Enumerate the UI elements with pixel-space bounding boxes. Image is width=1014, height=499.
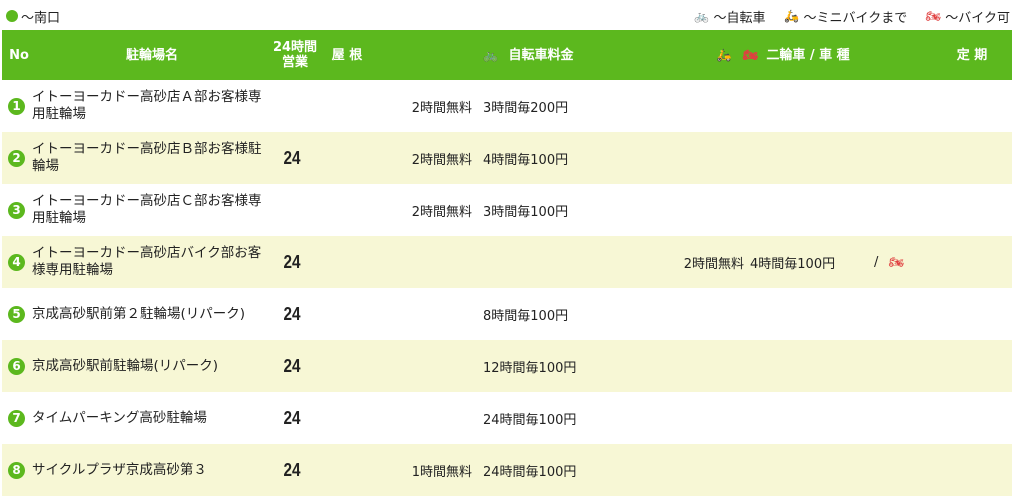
motorbike-free-time: [652, 288, 744, 340]
motorbike-free-time: [652, 444, 744, 496]
legend-bicycle: ～自転車: [713, 10, 766, 26]
table-row: 8 サイクルプラザ京成高砂第３ 24 1時間無料 24時間毎100円: [2, 444, 1012, 496]
motorbike-rate: [750, 288, 860, 340]
motorbike-rate: [750, 184, 860, 236]
parking-name[interactable]: イトーヨーカドー高砂店Ｃ部お客様専用駐輪場: [32, 193, 262, 226]
motorbike-type: / 🏍: [874, 236, 934, 288]
row-number: 8: [8, 444, 28, 496]
bicycle-rate: 12時間毎100円: [483, 360, 577, 376]
bicycle-free-time: 1時間無料: [411, 464, 472, 480]
motorbike-rate: [750, 80, 860, 132]
open-24h: [275, 80, 309, 132]
legend-motorcycle: ～バイク可: [945, 10, 1010, 26]
motorbike-free-time: [652, 392, 744, 444]
motorbike-type: [874, 80, 934, 132]
motorbike-free-time: [652, 340, 744, 392]
row-number: 4: [8, 236, 28, 288]
top-bar: ～南口 🚲 ～自転車 🛵 ～ミニバイクまで 🏍 ～バイク可: [6, 6, 1010, 26]
motorbike-type: [874, 132, 934, 184]
motorbike-rate: [750, 340, 860, 392]
motorbike-rate: [750, 132, 860, 184]
bicycle-rate: 3時間毎200円: [483, 100, 569, 116]
motorbike-rate: 4時間毎100円: [750, 256, 836, 272]
header-pass: 定 期: [956, 47, 988, 63]
bicycle-icon: 🚲: [483, 48, 498, 62]
bicycle-free-time: [382, 392, 472, 444]
bicycle-rate: 8時間毎100円: [483, 308, 569, 324]
bicycle-rate: [483, 236, 623, 288]
parking-name[interactable]: イトーヨーカドー高砂店Ａ部お客様専用駐輪場: [32, 89, 262, 122]
open-24h: 24: [283, 459, 301, 480]
header-roof: 屋 根: [331, 47, 363, 63]
motorbike-type: [874, 340, 934, 392]
motorbike-type: [874, 288, 934, 340]
bicycle-free-time: [382, 236, 472, 288]
motorbike-free-time: [652, 132, 744, 184]
header-24h: 24時間 営業: [272, 40, 318, 70]
motorbike-type: [874, 444, 934, 496]
bicycle-free-time: 2時間無料: [411, 204, 472, 220]
open-24h: 24: [283, 147, 301, 168]
bicycle-free-time: [382, 288, 472, 340]
motorbike-free-time: 2時間無料: [683, 256, 744, 272]
row-number: 1: [8, 80, 28, 132]
motorbike-type: [874, 392, 934, 444]
table-row: 7 タイムパーキング高砂駐輪場 24 24時間毎100円: [2, 392, 1012, 444]
header-bicycle-fee: 🚲 自転車料金: [457, 30, 597, 80]
parking-name[interactable]: サイクルプラザ京成高砂第３: [32, 461, 207, 478]
motorcycle-icon: 🏍: [888, 255, 904, 269]
bicycle-free-time: 2時間無料: [411, 152, 472, 168]
row-number: 6: [8, 340, 28, 392]
area-dot-icon: [6, 10, 18, 22]
scooter-icon: 🛵: [784, 9, 799, 23]
legend: 🚲 ～自転車 🛵 ～ミニバイクまで 🏍 ～バイク可: [679, 7, 1010, 26]
row-number: 7: [8, 392, 28, 444]
bicycle-rate: 24時間毎100円: [483, 412, 577, 428]
bicycle-rate: 4時間毎100円: [483, 152, 569, 168]
open-24h: 24: [283, 355, 301, 376]
bicycle-rate: 3時間毎100円: [483, 204, 569, 220]
parking-name[interactable]: イトーヨーカドー高砂店Ｂ部お客様駐輪場: [32, 141, 262, 174]
motorbike-type: [874, 184, 934, 236]
motorcycle-icon: 🏍: [925, 9, 941, 23]
open-24h: 24: [283, 251, 301, 272]
open-24h: 24: [283, 303, 301, 324]
motorbike-rate: [750, 392, 860, 444]
motorbike-free-time: [652, 80, 744, 132]
table-header: No 駐輪場名 24時間 営業 屋 根 🚲 自転車料金 🛵 🏍 二輪車 / 車 種 定 …: [2, 30, 1012, 80]
parking-name[interactable]: タイムパーキング高砂駐輪場: [32, 409, 207, 426]
table-row: 5 京成高砂駅前第２駐輪場(リパーク) 24 8時間毎100円: [2, 288, 1012, 340]
parking-name[interactable]: 京成高砂駅前第２駐輪場(リパーク): [32, 305, 246, 322]
table-row: 3 イトーヨーカドー高砂店Ｃ部お客様専用駐輪場 2時間無料 3時間毎100円: [2, 184, 1012, 236]
row-number: 2: [8, 132, 28, 184]
area-label: ～南口: [21, 10, 61, 26]
motorcycle-icon: 🏍: [742, 48, 758, 62]
open-24h: [275, 184, 309, 236]
bicycle-free-time: 2時間無料: [411, 100, 472, 116]
bicycle-rate: 24時間毎100円: [483, 464, 577, 480]
table-row: 2 イトーヨーカドー高砂店Ｂ部お客様駐輪場 24 2時間無料 4時間毎100円: [2, 132, 1012, 184]
table-row: 4 イトーヨーカドー高砂店バイク部お客様専用駐輪場 24 2時間無料 4時間毎1…: [2, 236, 1012, 288]
bicycle-icon: 🚲: [694, 9, 709, 23]
header-no: No: [9, 47, 29, 63]
motorbike-rate: [750, 444, 860, 496]
table-row: 6 京成高砂駅前駐輪場(リパーク) 24 12時間毎100円: [2, 340, 1012, 392]
scooter-icon: 🛵: [716, 48, 732, 62]
bicycle-free-time: [382, 340, 472, 392]
table-row: 1 イトーヨーカドー高砂店Ａ部お客様専用駐輪場 2時間無料 3時間毎200円: [2, 80, 1012, 132]
motorbike-free-time: [652, 184, 744, 236]
parking-name[interactable]: 京成高砂駅前駐輪場(リパーク): [32, 357, 219, 374]
row-number: 5: [8, 288, 28, 340]
legend-scooter: ～ミニバイクまで: [803, 10, 908, 26]
header-motorbike: 🛵 🏍 二輪車 / 車 種: [682, 30, 882, 80]
parking-name[interactable]: イトーヨーカドー高砂店バイク部お客様専用駐輪場: [32, 245, 262, 278]
open-24h: 24: [283, 407, 301, 428]
row-number: 3: [8, 184, 28, 236]
header-name: 駐輪場名: [125, 47, 178, 63]
